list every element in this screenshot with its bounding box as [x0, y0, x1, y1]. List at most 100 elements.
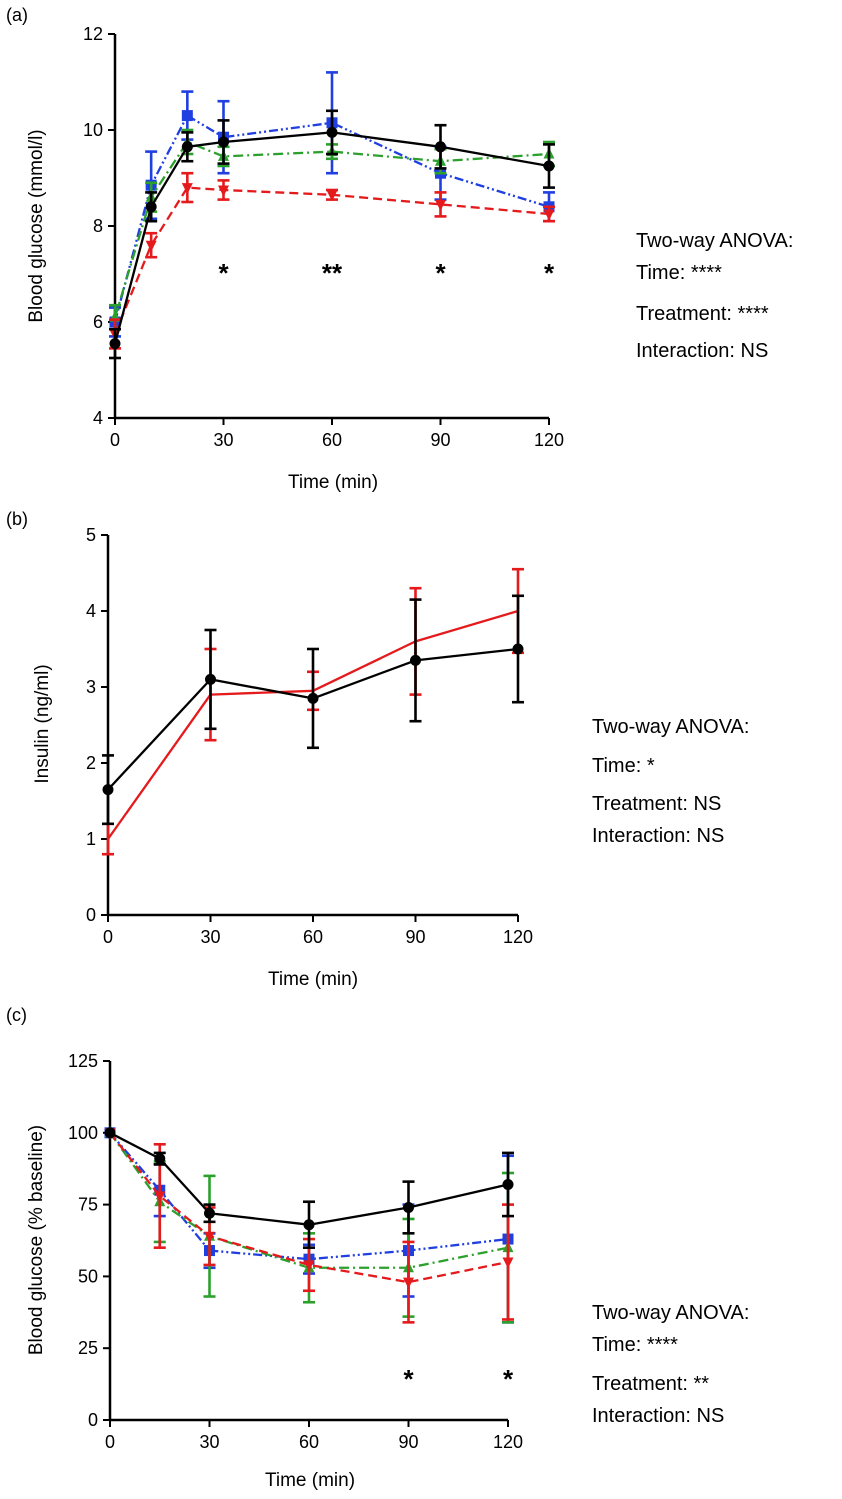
panel-a-data-point [145, 201, 157, 213]
panel-b-y-tick-label: 5 [86, 525, 96, 545]
panel-b-ylabel: Insulin (ng/ml) [32, 664, 53, 783]
panel-a: (a) Blood glucose (mmol/l) Time (min) Tw… [6, 5, 793, 493]
panel-b-data-point [410, 654, 421, 666]
panel-c-series-line [109, 1131, 509, 1226]
panel-a-data-point [435, 141, 446, 153]
panel-c-x-tick-label: 90 [398, 1432, 418, 1452]
panel-b-y-tick-label: 1 [86, 829, 96, 849]
panel-c-data-point [303, 1260, 315, 1272]
panel-c-anova-time: Time: **** [592, 1334, 678, 1356]
panel-a-data-point [181, 141, 193, 153]
panel-a-x-tick-label: 30 [213, 430, 233, 450]
panel-b-y-tick-label: 0 [86, 905, 96, 925]
panel-a-y-tick-label: 12 [83, 24, 103, 44]
panel-b-xlabel: Time (min) [268, 969, 358, 990]
panel-a-y-tick-label: 10 [83, 120, 103, 140]
panel-a-y-tick-label: 4 [93, 408, 103, 428]
panel-a-x-tick-label: 120 [534, 430, 564, 450]
panel-c-significance-mark: * [403, 1364, 414, 1394]
panel-a-annotation: Two-way ANOVA: Time: **** Treatment: ***… [636, 230, 793, 362]
panel-c-xlabel: Time (min) [265, 1470, 355, 1491]
panel-a-label: (a) [6, 5, 28, 25]
panel-c-y-tick-label: 100 [68, 1123, 98, 1143]
panel-a-significance-mark: * [435, 258, 446, 288]
panel-c-data-point [204, 1231, 215, 1243]
panel-c-y-tick-label: 0 [88, 1410, 98, 1430]
panel-b-x-tick-label: 30 [200, 927, 220, 947]
panel-b-annotation: Two-way ANOVA: Time: * Treatment: NS Int… [592, 716, 749, 847]
panel-b-x-tick-label: 0 [103, 927, 113, 947]
panel-c-x-tick-label: 30 [199, 1432, 219, 1452]
panel-c-series-line [109, 1132, 509, 1284]
panel-b-x-tick-label: 90 [405, 927, 425, 947]
panel-c-anova-treatment: Treatment: ** [592, 1373, 709, 1395]
panel-a-x-tick-label: 90 [430, 430, 450, 450]
panel-a-significance-mark: * [218, 258, 229, 288]
panel-b-anova-interaction: Interaction: NS [592, 825, 724, 847]
panel-c-x-tick-label: 0 [105, 1432, 115, 1452]
panel-a-data-point [109, 338, 121, 350]
panel-a-significance-mark: * [544, 258, 555, 288]
panel-a-series-0 [109, 109, 555, 360]
panel-b-x-tick-label: 120 [503, 927, 533, 947]
panel-a-anova-heading: Two-way ANOVA: [636, 230, 793, 252]
panel-c-data-point [303, 1219, 315, 1231]
panel-c-data-point [104, 1127, 116, 1139]
panel-c-series-line [109, 1132, 509, 1269]
panel-a-series-2 [109, 128, 555, 331]
panel-a-significance-mark: ** [322, 258, 343, 288]
panel-c-x-tick-label: 60 [299, 1432, 319, 1452]
panel-a-data-point [181, 110, 193, 122]
panel-c: (c) Blood glucose (% baseline) Time (min… [6, 1005, 749, 1491]
panel-a-anova-time: Time: **** [636, 262, 722, 284]
panel-c-y-tick-label: 75 [78, 1195, 98, 1215]
panel-a-anova-interaction: Interaction: NS [636, 340, 768, 362]
panel-c-series-0 [104, 1127, 514, 1249]
panel-a-y-tick-label: 6 [93, 312, 103, 332]
panel-a-data-point [543, 160, 555, 172]
panel-b-label: (b) [6, 509, 28, 529]
panel-a-data-point [435, 199, 446, 211]
panel-a-data-point [326, 190, 338, 202]
panel-a-data-point [543, 209, 555, 221]
panel-c-annotation: Two-way ANOVA: Time: **** Treatment: ** … [592, 1302, 749, 1427]
panel-c-data-point [204, 1207, 215, 1219]
panel-a-data-point [326, 126, 338, 138]
panel-b-data-point [512, 643, 524, 655]
panel-b-anova-treatment: Treatment: NS [592, 793, 721, 815]
panel-c-x-tick-label: 120 [493, 1432, 523, 1452]
panel-b-data-point [102, 784, 114, 796]
panel-c-y-tick-label: 25 [78, 1338, 98, 1358]
panel-c-series-line [109, 1132, 509, 1261]
panel-a-data-point [181, 183, 193, 195]
panel-b-anova-time: Time: * [592, 755, 655, 777]
panel-a-data-point [218, 136, 229, 148]
panel-c-label: (c) [6, 1005, 27, 1025]
panel-c-ylabel: Blood glucose (% baseline) [26, 1125, 47, 1355]
panel-b-x-tick-label: 60 [303, 927, 323, 947]
panel-a-data-point [218, 185, 229, 197]
panel-c-data-point [154, 1191, 166, 1203]
panel-c-data-point [502, 1178, 514, 1190]
panel-b-data-point [307, 692, 319, 704]
panel-b-series-0 [102, 594, 524, 826]
panel-c-anova-interaction: Interaction: NS [592, 1405, 724, 1427]
panel-b-anova-heading: Two-way ANOVA: [592, 716, 749, 738]
panel-b-data-point [205, 673, 216, 685]
panel-c-data-point [502, 1257, 514, 1269]
panel-c-anova-heading: Two-way ANOVA: [592, 1302, 749, 1324]
panel-b-y-tick-label: 2 [86, 753, 96, 773]
panel-a-series-1 [109, 171, 555, 350]
panel-c-y-tick-label: 50 [78, 1266, 98, 1286]
panel-b-y-tick-label: 3 [86, 677, 96, 697]
panel-b-y-tick-label: 4 [86, 601, 96, 621]
panel-c-y-tick-label: 125 [68, 1051, 98, 1071]
panel-a-ylabel: Blood glucose (mmol/l) [26, 129, 47, 322]
panel-c-significance-mark: * [503, 1364, 514, 1394]
panel-c-data-point [403, 1201, 414, 1213]
panel-a-x-tick-label: 0 [110, 430, 120, 450]
panel-b: (b) Insulin (ng/ml) Time (min) Two-way A… [6, 509, 749, 990]
panel-a-data-point [145, 240, 157, 252]
panel-a-anova-treatment: Treatment: **** [636, 303, 769, 325]
